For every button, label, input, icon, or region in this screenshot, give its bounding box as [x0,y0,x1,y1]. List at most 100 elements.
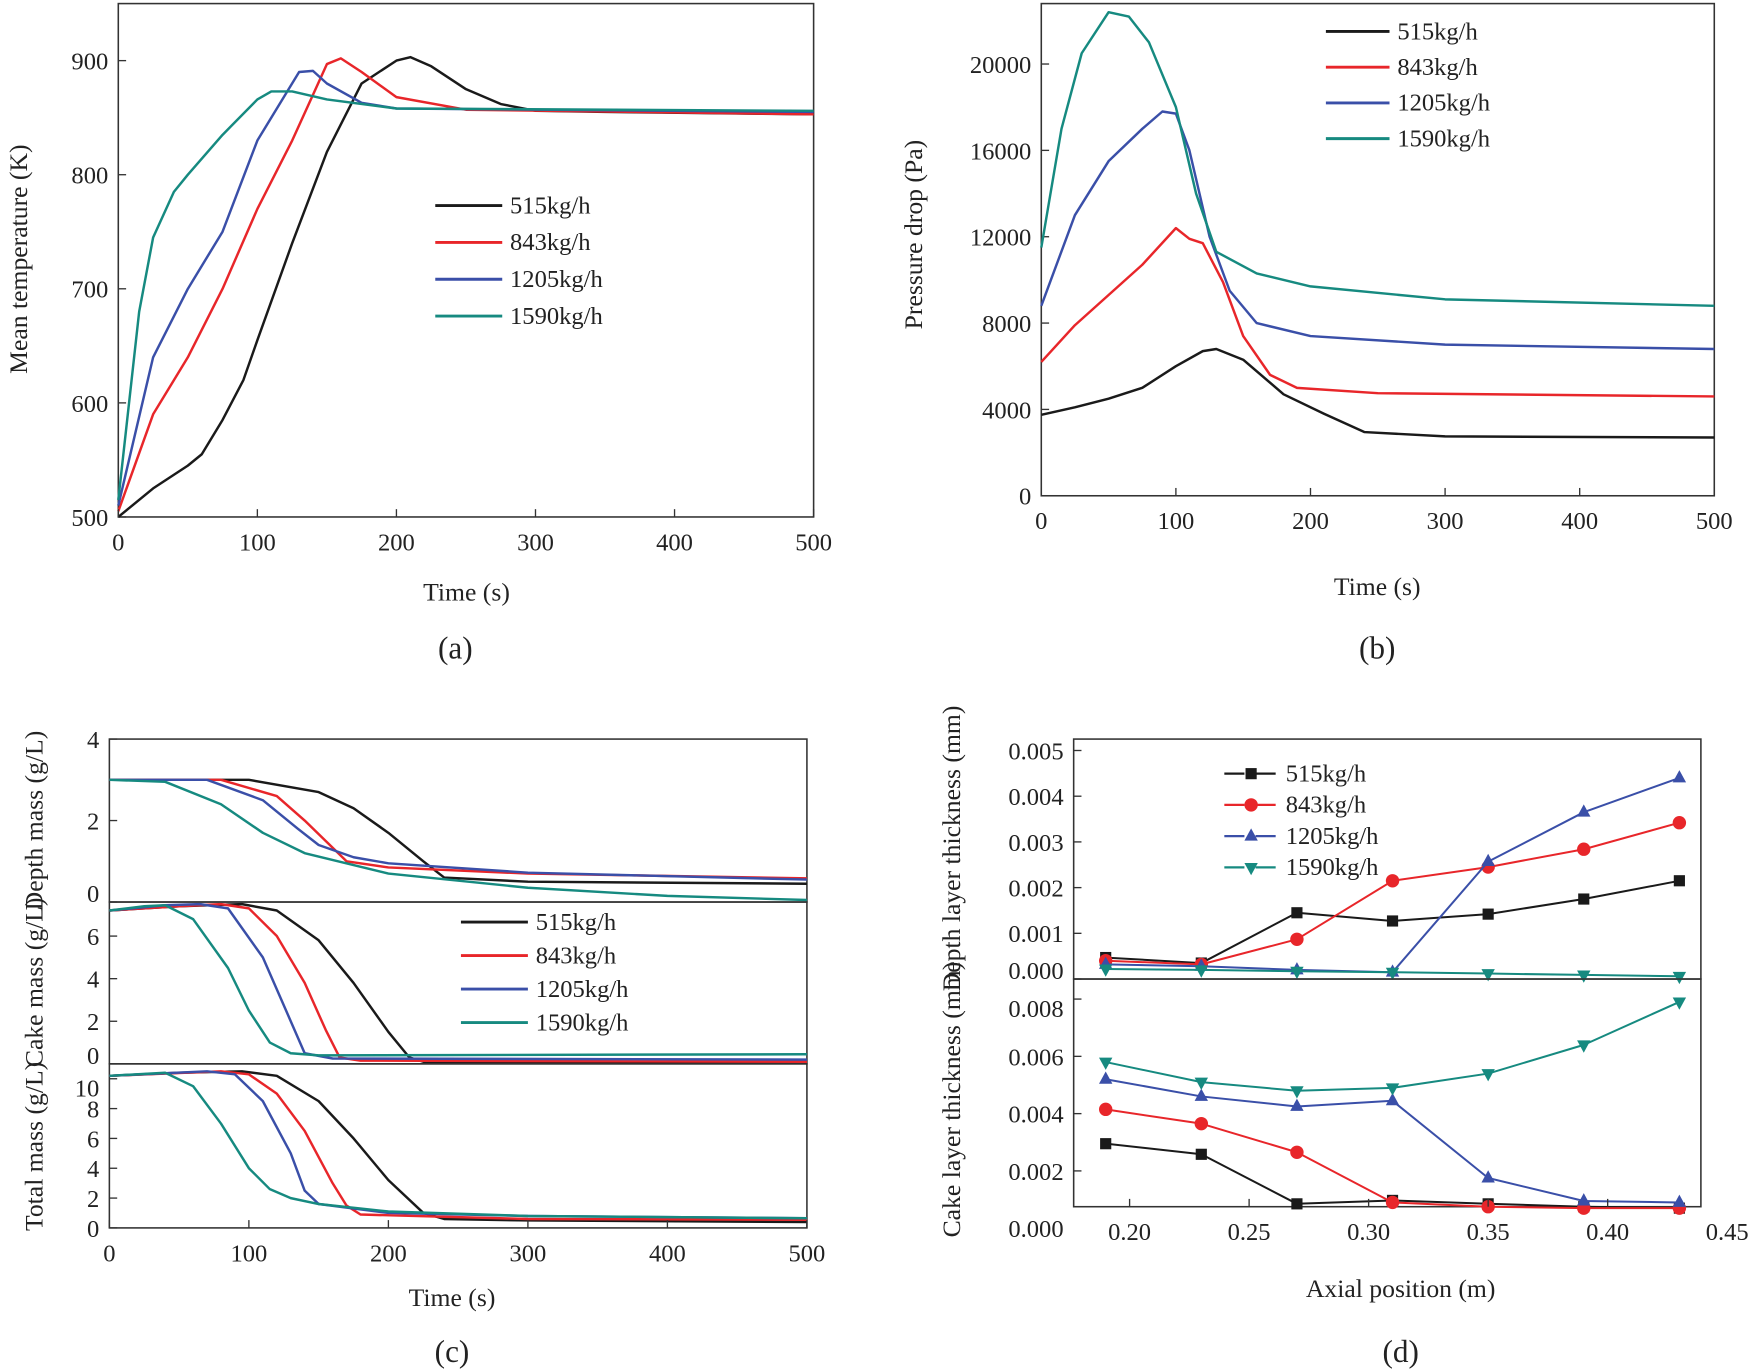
x-tick-label: 200 [378,529,415,556]
data-point-1590kg-per-h [1194,1077,1209,1090]
legend: 515kg/h 843kg/h 1205kg/h 1590kg/h [1224,760,1378,881]
y-axis-label: Mean temperature (K) [4,144,33,373]
y-axis-label: Cake layer thickness (mm) [937,962,966,1238]
data-point-1590kg-per-h [1290,1086,1304,1099]
x-tick-label: 400 [649,1240,686,1267]
legend-marker [1245,768,1257,780]
data-point-1205kg-per-h [1672,1194,1687,1207]
x-tick-label: 400 [656,529,693,556]
y-tick-label: 0.002 [1008,1159,1063,1186]
x-tick-label: 500 [1696,508,1733,535]
y-axis-label: Depth mass (g/L) [19,731,48,911]
data-point-1590kg-per-h [1672,971,1687,985]
legend-item: 843kg/h [435,229,591,256]
data-point-1205kg-per-h [1481,853,1495,867]
legend-label: 1590kg/h [1397,125,1490,152]
series-line-843kg-per-h [1105,1108,1680,1210]
plot-frame [117,2,815,518]
data-point-843kg-per-h [1290,932,1304,946]
series-line-843kg-per-h [1105,821,1680,966]
legend-item: 515kg/h [435,192,591,219]
plot-frame [1072,978,1702,1208]
series-line-843kg-per-h [117,57,814,512]
series-line-1205kg-per-h [109,778,807,881]
legend-item: 1205kg/h [1325,90,1490,117]
panel-label: (b) [1359,631,1395,666]
x-tick-label: 100 [239,529,276,556]
y-tick-label: 4 [87,1156,99,1183]
chart-panel-a: 500 600 700 800 900 Mean temperature (K) 0 100 2… [4,2,832,666]
series-line-515kg-per-h [1041,347,1715,439]
y-tick-label: 0.001 [1008,921,1063,948]
data-point-515kg-per-h [1291,1198,1303,1210]
legend-label: 1205kg/h [1286,823,1379,850]
data-point-1590kg-per-h [1194,965,1209,978]
legend: 515kg/h 843kg/h 1205kg/h 1590kg/h [1325,18,1490,152]
x-tick-label: 300 [1427,508,1464,535]
x-axis-label: Time (s) [1334,572,1421,601]
y-tick-label: 0.006 [1008,1044,1063,1071]
y-axis-label: Cake mass (g/L) [19,898,48,1068]
legend-label: 843kg/h [510,229,590,256]
series-line-515kg-per-h [109,902,807,1064]
legend-item: 1205kg/h [1224,823,1378,850]
x-axis-label: Time (s) [423,578,510,607]
legend-label: 515kg/h [536,909,616,936]
x-tick-label: 0 [103,1240,115,1267]
series-line-843kg-per-h [109,902,807,1063]
legend-item: 843kg/h [1224,792,1366,819]
y-tick-label: 8 [87,1097,99,1124]
series-line-1205kg-per-h [109,902,807,1061]
legend-item: 1205kg/h [460,976,629,1003]
x-axis-label: Time (s) [409,1283,496,1312]
data-point-515kg-per-h [1673,875,1685,887]
legend-item: 1590kg/h [1325,125,1490,152]
data-point-1590kg-per-h [1577,970,1591,983]
y-tick-label: 4 [87,967,99,994]
x-tick-label: 300 [517,529,554,556]
data-point-1590kg-per-h [1481,969,1495,982]
legend-marker [1244,828,1258,841]
x-axis-label: Axial position (m) [1306,1274,1496,1303]
series-line-1590kg-per-h [1040,10,1715,308]
y-tick-label: 16000 [970,138,1031,165]
legend-label: 1205kg/h [1397,90,1490,117]
data-point-843kg-per-h [1385,874,1400,888]
data-point-1205kg-per-h [1577,1193,1591,1206]
y-tick-label: 0.000 [1008,1216,1063,1243]
x-tick-label: 0.45 [1706,1219,1749,1246]
y-tick-label: 2 [87,808,99,835]
data-point-1590kg-per-h [1577,1040,1591,1053]
y-tick-label: 2 [87,1009,99,1036]
legend-marker [1244,862,1258,876]
data-point-515kg-per-h [1291,907,1303,919]
y-tick-label: 0.003 [1008,830,1063,857]
y-tick-label: 0 [1019,484,1031,511]
x-tick-label: 500 [795,529,832,556]
series-line-515kg-per-h [109,1070,807,1224]
data-point-1590kg-per-h [1098,1057,1113,1070]
legend: 515kg/h 843kg/h 1205kg/h 1590kg/h [435,192,603,330]
y-tick-label: 6 [87,1126,99,1153]
y-tick-label: 0.004 [1008,1102,1063,1129]
data-point-843kg-per-h [1385,1195,1400,1210]
y-tick-label: 4000 [982,397,1031,424]
y-tick-label: 4 [87,727,99,754]
plot-frame [108,1063,808,1229]
y-tick-label: 6 [87,924,99,951]
y-axis-label: Pressure drop (Pa) [899,140,928,330]
data-point-515kg-per-h [1578,893,1590,905]
legend-item: 843kg/h [460,942,616,969]
y-axis-label: Depth layer thickness (mm) [937,706,966,992]
y-tick-label: 10 [75,1076,100,1103]
y-tick-label: 0.008 [1008,996,1063,1023]
legend-label: 1205kg/h [536,976,629,1003]
plot-frame [108,901,808,1065]
y-tick-label: 0.002 [1008,876,1063,903]
data-point-843kg-per-h [1194,1116,1209,1131]
y-tick-label: 500 [71,505,108,532]
data-point-515kg-per-h [1100,1138,1112,1150]
panel-label: (c) [435,1334,470,1369]
